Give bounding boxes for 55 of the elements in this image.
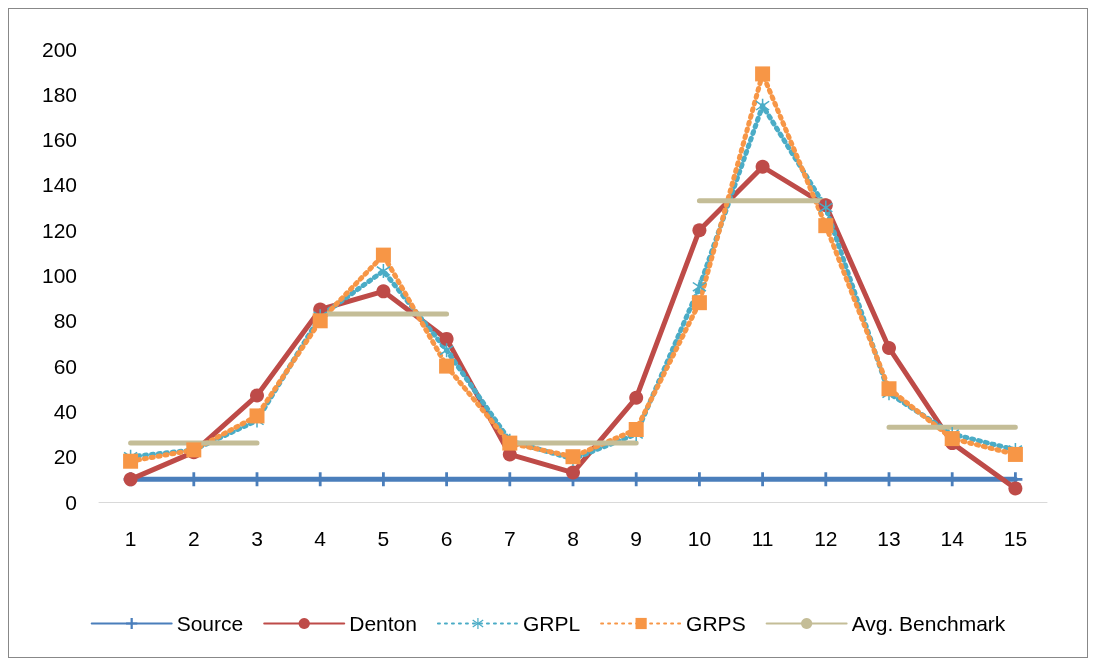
x-tick-label: 9 (630, 527, 643, 550)
legend-label: Denton (349, 612, 417, 635)
point (250, 388, 264, 403)
point (123, 453, 139, 469)
y-tick-label: 100 (41, 264, 77, 287)
y-tick-label: 140 (41, 173, 77, 197)
point (882, 340, 896, 355)
point (691, 295, 707, 311)
y-tick-label: 20 (53, 445, 77, 469)
point (439, 343, 454, 358)
point (249, 408, 265, 424)
y-tick-label: 200 (41, 37, 77, 61)
x-tick-label: 4 (314, 527, 327, 550)
legend-label: Avg. Benchmark (851, 612, 1006, 635)
point (376, 263, 391, 278)
point (376, 284, 391, 299)
x-tick-label: 3 (251, 527, 263, 550)
point (755, 98, 770, 113)
point (439, 358, 455, 374)
point (566, 465, 580, 480)
x-tick-label: 14 (940, 527, 965, 550)
y-tick-label: 80 (53, 309, 77, 333)
x-tick-label: 5 (377, 527, 390, 550)
x-tick-label: 15 (1003, 527, 1028, 550)
point (1008, 481, 1023, 496)
x-tick-label: 2 (187, 527, 200, 550)
point (629, 390, 644, 405)
legend-label: GRPL (522, 612, 581, 635)
y-tick-label: 160 (41, 128, 77, 152)
point (944, 431, 960, 447)
legend-label: GRPS (686, 612, 746, 635)
x-tick-label: 1 (124, 527, 137, 550)
x-tick-label: 7 (503, 527, 516, 550)
point (692, 223, 707, 238)
x-tick-label: 13 (877, 527, 901, 550)
point (818, 218, 834, 234)
y-tick-label: 0 (65, 490, 77, 514)
x-tick-label: 8 (567, 527, 579, 550)
point (375, 247, 391, 263)
y-tick-label: 180 (41, 82, 77, 106)
point (881, 381, 897, 397)
legend-label: Source (176, 612, 244, 635)
x-tick-label: 6 (440, 527, 453, 550)
point (439, 331, 454, 346)
x-tick-label: 11 (751, 527, 774, 550)
point (628, 422, 644, 438)
point (1007, 446, 1023, 462)
x-tick-label: 12 (814, 527, 838, 550)
point (312, 313, 328, 329)
point (755, 159, 770, 174)
point (755, 66, 771, 82)
x-tick-label: 10 (687, 527, 712, 550)
y-tick-label: 60 (53, 354, 77, 378)
y-tick-label: 40 (53, 399, 77, 423)
y-tick-label: 120 (41, 218, 77, 242)
